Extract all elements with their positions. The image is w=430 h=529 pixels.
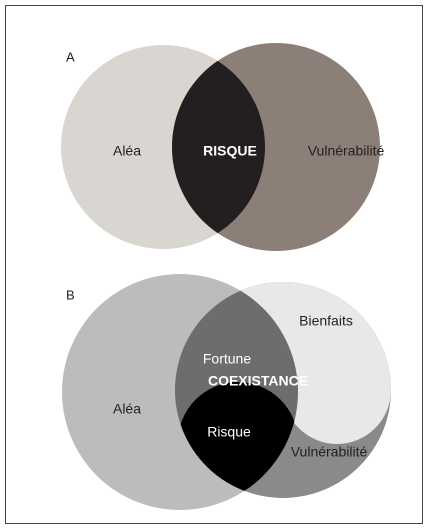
label-center: RISQUE [203,143,257,159]
panel-label: A [66,49,75,64]
panel-a: A Aléa RISQUE Vulnérabilité [61,43,384,251]
label-right: Vulnérabilité [308,143,385,159]
label-top-right: Bienfaits [299,313,353,329]
label-lower: Risque [207,424,251,440]
intersection [172,45,265,249]
label-left: Aléa [113,143,141,159]
label-upper: Fortune [203,351,251,367]
label-left: Aléa [113,401,141,417]
label-center: COEXISTANCE [208,373,308,389]
panel-b: B Aléa Fortune COEXISTANCE Risque Bienfa… [62,274,391,510]
frame [5,5,423,524]
label-bottom-right: Vulnérabilité [291,444,368,460]
panel-label: B [66,287,75,302]
